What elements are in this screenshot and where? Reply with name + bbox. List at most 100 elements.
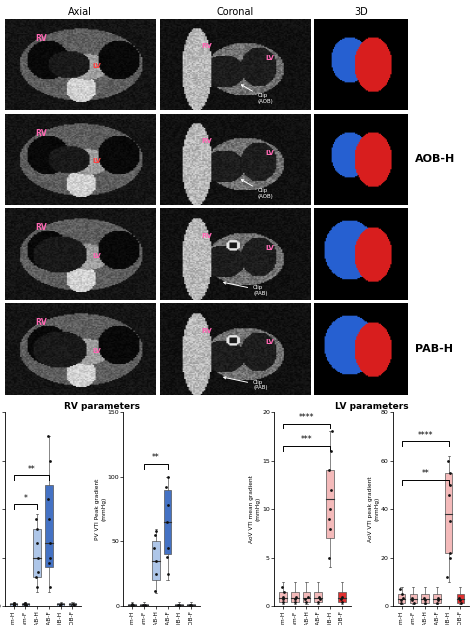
Bar xyxy=(164,489,172,554)
Text: LV: LV xyxy=(265,339,274,346)
Y-axis label: AoV VTI peak gradient
(mmHg): AoV VTI peak gradient (mmHg) xyxy=(368,476,379,542)
Point xyxy=(315,598,322,608)
Text: *: * xyxy=(23,494,27,502)
Point xyxy=(447,480,454,490)
Text: LV: LV xyxy=(92,158,101,164)
Point xyxy=(409,592,416,602)
Point xyxy=(44,494,52,504)
Bar xyxy=(140,604,148,606)
Point xyxy=(338,598,346,608)
Point xyxy=(151,586,159,596)
Point xyxy=(34,524,41,534)
Point xyxy=(164,543,172,553)
Text: LV: LV xyxy=(92,63,101,69)
Point xyxy=(327,484,335,494)
Point xyxy=(421,595,428,605)
Text: **: ** xyxy=(27,464,35,474)
Text: RV: RV xyxy=(202,328,212,334)
Text: LV: LV xyxy=(265,55,274,61)
Bar xyxy=(175,604,183,606)
Point xyxy=(10,599,18,609)
Point xyxy=(337,594,345,604)
Point xyxy=(316,594,323,604)
Point xyxy=(150,543,158,553)
Point xyxy=(446,489,453,499)
Point xyxy=(10,599,18,609)
Point xyxy=(446,548,454,558)
Point xyxy=(327,524,334,534)
Bar xyxy=(338,592,346,602)
Text: LV parameters: LV parameters xyxy=(335,402,409,411)
Text: ****: **** xyxy=(299,413,314,422)
Text: LV: LV xyxy=(265,244,274,251)
Bar xyxy=(445,472,453,553)
Bar xyxy=(45,485,53,568)
Text: RV: RV xyxy=(202,232,212,239)
Point xyxy=(399,592,407,602)
Point xyxy=(278,582,286,592)
Point xyxy=(280,598,287,608)
Text: Clip
(PAB): Clip (PAB) xyxy=(224,377,268,391)
Text: RV: RV xyxy=(35,318,46,328)
Point xyxy=(152,569,160,579)
Text: RV parameters: RV parameters xyxy=(64,402,140,411)
Text: **: ** xyxy=(152,453,160,462)
Point xyxy=(56,601,64,611)
Point xyxy=(457,598,465,608)
Point xyxy=(456,592,463,602)
Point xyxy=(446,468,454,478)
Point xyxy=(139,600,147,610)
Point xyxy=(46,456,54,466)
Text: RV: RV xyxy=(202,138,212,144)
Point xyxy=(304,591,312,601)
Point xyxy=(327,504,334,514)
Point xyxy=(174,600,182,610)
Point xyxy=(338,591,346,601)
Point xyxy=(21,599,29,609)
Point xyxy=(46,538,54,548)
Point xyxy=(187,600,194,610)
Bar xyxy=(398,594,405,602)
Point xyxy=(175,601,183,611)
Text: AOB-H: AOB-H xyxy=(415,154,455,164)
Text: LV: LV xyxy=(92,348,101,354)
Text: RV: RV xyxy=(35,223,46,232)
Point xyxy=(162,482,170,492)
Bar xyxy=(302,592,310,602)
Point xyxy=(153,526,160,536)
Point xyxy=(153,556,160,566)
Point xyxy=(10,601,18,611)
Point xyxy=(292,591,300,601)
Point xyxy=(9,600,17,610)
Bar xyxy=(128,604,136,606)
Point xyxy=(397,595,405,605)
Point xyxy=(128,601,135,611)
Point xyxy=(280,594,287,604)
Text: RV: RV xyxy=(35,129,46,138)
Point xyxy=(56,600,64,610)
Point xyxy=(292,598,299,608)
Point xyxy=(396,584,404,594)
Point xyxy=(23,601,30,611)
Point xyxy=(280,587,288,597)
Point xyxy=(46,552,53,562)
Point xyxy=(434,592,442,602)
Point xyxy=(142,601,149,611)
Point xyxy=(32,514,40,524)
Point xyxy=(410,598,418,608)
Point xyxy=(164,500,172,510)
Point xyxy=(21,598,28,608)
Point xyxy=(35,568,42,578)
Bar xyxy=(410,594,417,602)
Point xyxy=(301,594,309,604)
Point xyxy=(34,582,41,592)
Point xyxy=(164,569,172,579)
Point xyxy=(325,514,333,524)
Text: Clip
(AOB): Clip (AOB) xyxy=(241,179,273,199)
Text: ***: *** xyxy=(301,436,312,444)
Point xyxy=(433,598,440,608)
Text: RV: RV xyxy=(35,34,46,42)
Text: PAB-H: PAB-H xyxy=(415,344,453,354)
Bar xyxy=(57,603,64,606)
Bar xyxy=(326,470,334,538)
